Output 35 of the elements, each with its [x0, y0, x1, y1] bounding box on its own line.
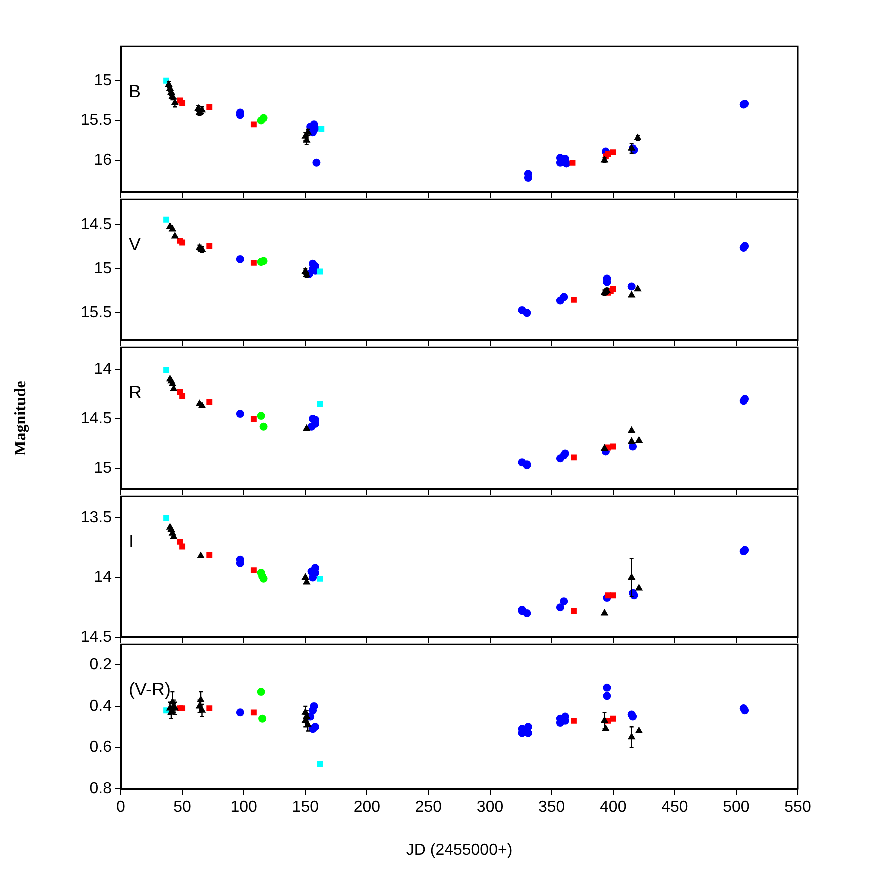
- y-axis-title: Magnitude: [12, 381, 30, 456]
- x-tick-label: 300: [476, 799, 504, 816]
- annotation: V: [129, 234, 142, 255]
- x-tick-label: 100: [230, 799, 258, 816]
- x-tick-label: 0: [116, 799, 126, 816]
- y-tick-label: 15.5: [80, 112, 112, 130]
- x-axis-title: JD (2455000+): [406, 842, 513, 859]
- y-tick-label: 14: [94, 360, 112, 378]
- annotation: (V-R): [129, 680, 171, 700]
- y-tick-label: 14.5: [80, 410, 112, 428]
- y-tick-label: 16: [94, 152, 112, 169]
- y-tick-label: 15: [94, 460, 112, 477]
- x-tick-label: 400: [600, 799, 627, 816]
- annotation: R: [129, 382, 142, 403]
- x-tick-label: 550: [784, 799, 812, 816]
- x-tick-label: 50: [174, 799, 192, 816]
- x-tick-label: 500: [723, 799, 750, 816]
- y-tick-label: 13.5: [80, 509, 112, 526]
- y-tick-label: 15: [94, 260, 112, 278]
- y-tick-label: 0.6: [90, 739, 112, 756]
- y-tick-label: 14: [94, 569, 112, 586]
- annotation: I: [129, 532, 134, 552]
- x-tick-label: 200: [354, 799, 381, 816]
- x-tick-label: 350: [538, 799, 566, 816]
- y-tick-label: 0.2: [90, 656, 112, 674]
- y-tick-label: 14.5: [80, 216, 112, 234]
- y-tick-label: 14.5: [80, 628, 112, 646]
- y-tick-label: 0.4: [90, 698, 112, 715]
- y-tick-label: 15.5: [80, 304, 112, 322]
- y-tick-label: 15: [94, 72, 112, 90]
- y-tick-label: 0.8: [90, 780, 112, 798]
- x-tick-label: 450: [662, 799, 688, 816]
- x-tick-label: 250: [415, 799, 442, 816]
- annotation: B: [129, 82, 142, 102]
- x-tick-label: 150: [292, 799, 320, 816]
